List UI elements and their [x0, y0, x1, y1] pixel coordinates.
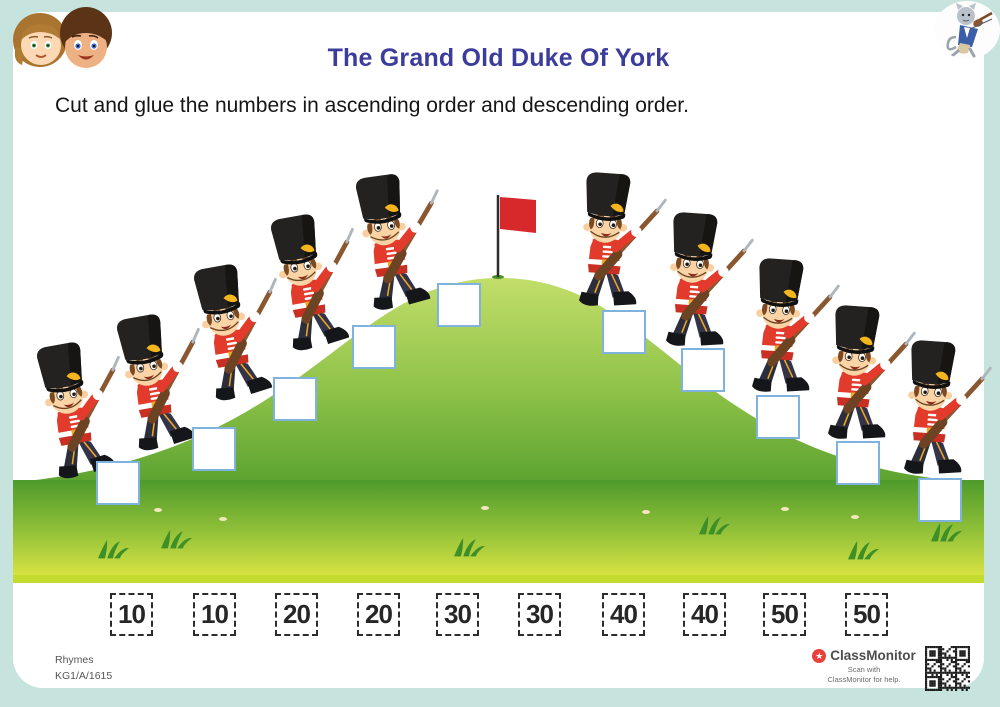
glue-box-6[interactable] [602, 310, 646, 354]
worksheet-category: Rhymes [55, 654, 94, 666]
number-cutout-3[interactable]: 20 [275, 593, 318, 636]
hill-illustration [13, 195, 984, 583]
instruction-text: Cut and glue the numbers in ascending or… [55, 94, 689, 117]
number-cutout-10[interactable]: 50 [845, 593, 888, 636]
glue-box-4[interactable] [352, 325, 396, 369]
glue-box-3[interactable] [273, 377, 317, 421]
kids-logo [13, 7, 112, 68]
brand-name: ClassMonitor [830, 648, 916, 663]
number-cutout-5[interactable]: 30 [436, 593, 479, 636]
ground-dot [219, 517, 227, 521]
ground-dot [642, 510, 650, 514]
ground-dot [851, 515, 859, 519]
number-cutout-8[interactable]: 40 [683, 593, 726, 636]
number-cutout-1[interactable]: 10 [110, 593, 153, 636]
glue-box-8[interactable] [756, 395, 800, 439]
glue-box-2[interactable] [192, 427, 236, 471]
page-title: The Grand Old Duke Of York [327, 44, 670, 72]
classmonitor-star-icon: ★ [812, 648, 827, 663]
worksheet-code: KG1/A/1615 [55, 669, 113, 682]
glue-box-9[interactable] [836, 441, 880, 485]
glue-box-1[interactable] [96, 461, 140, 505]
number-cutout-7[interactable]: 40 [602, 593, 645, 636]
ground-dot [154, 508, 162, 512]
glue-box-5[interactable] [437, 283, 481, 327]
cat-with-fiddle-badge [934, 1, 1000, 59]
worksheet-meta: Rhymes KG1/A/1615 [55, 653, 112, 685]
worksheet-card: The Grand Old Duke Of York Cut and glue … [13, 12, 984, 691]
scan-help-text: Scan with ClassMonitor for help. [827, 665, 901, 685]
cat-with-fiddle-icon [946, 3, 993, 58]
flag-icon [492, 195, 536, 279]
qr-code [925, 646, 970, 691]
ground-dot [781, 507, 789, 511]
number-cutout-9[interactable]: 50 [763, 593, 806, 636]
number-cutout-4[interactable]: 20 [357, 593, 400, 636]
glue-box-10[interactable] [918, 478, 962, 522]
scene [13, 12, 984, 688]
ground-dot [481, 506, 489, 510]
glue-box-7[interactable] [681, 348, 725, 392]
brand-block: ★ ClassMonitor Scan with ClassMonitor fo… [808, 648, 920, 685]
number-cutout-6[interactable]: 30 [518, 593, 561, 636]
number-cutout-2[interactable]: 10 [193, 593, 236, 636]
